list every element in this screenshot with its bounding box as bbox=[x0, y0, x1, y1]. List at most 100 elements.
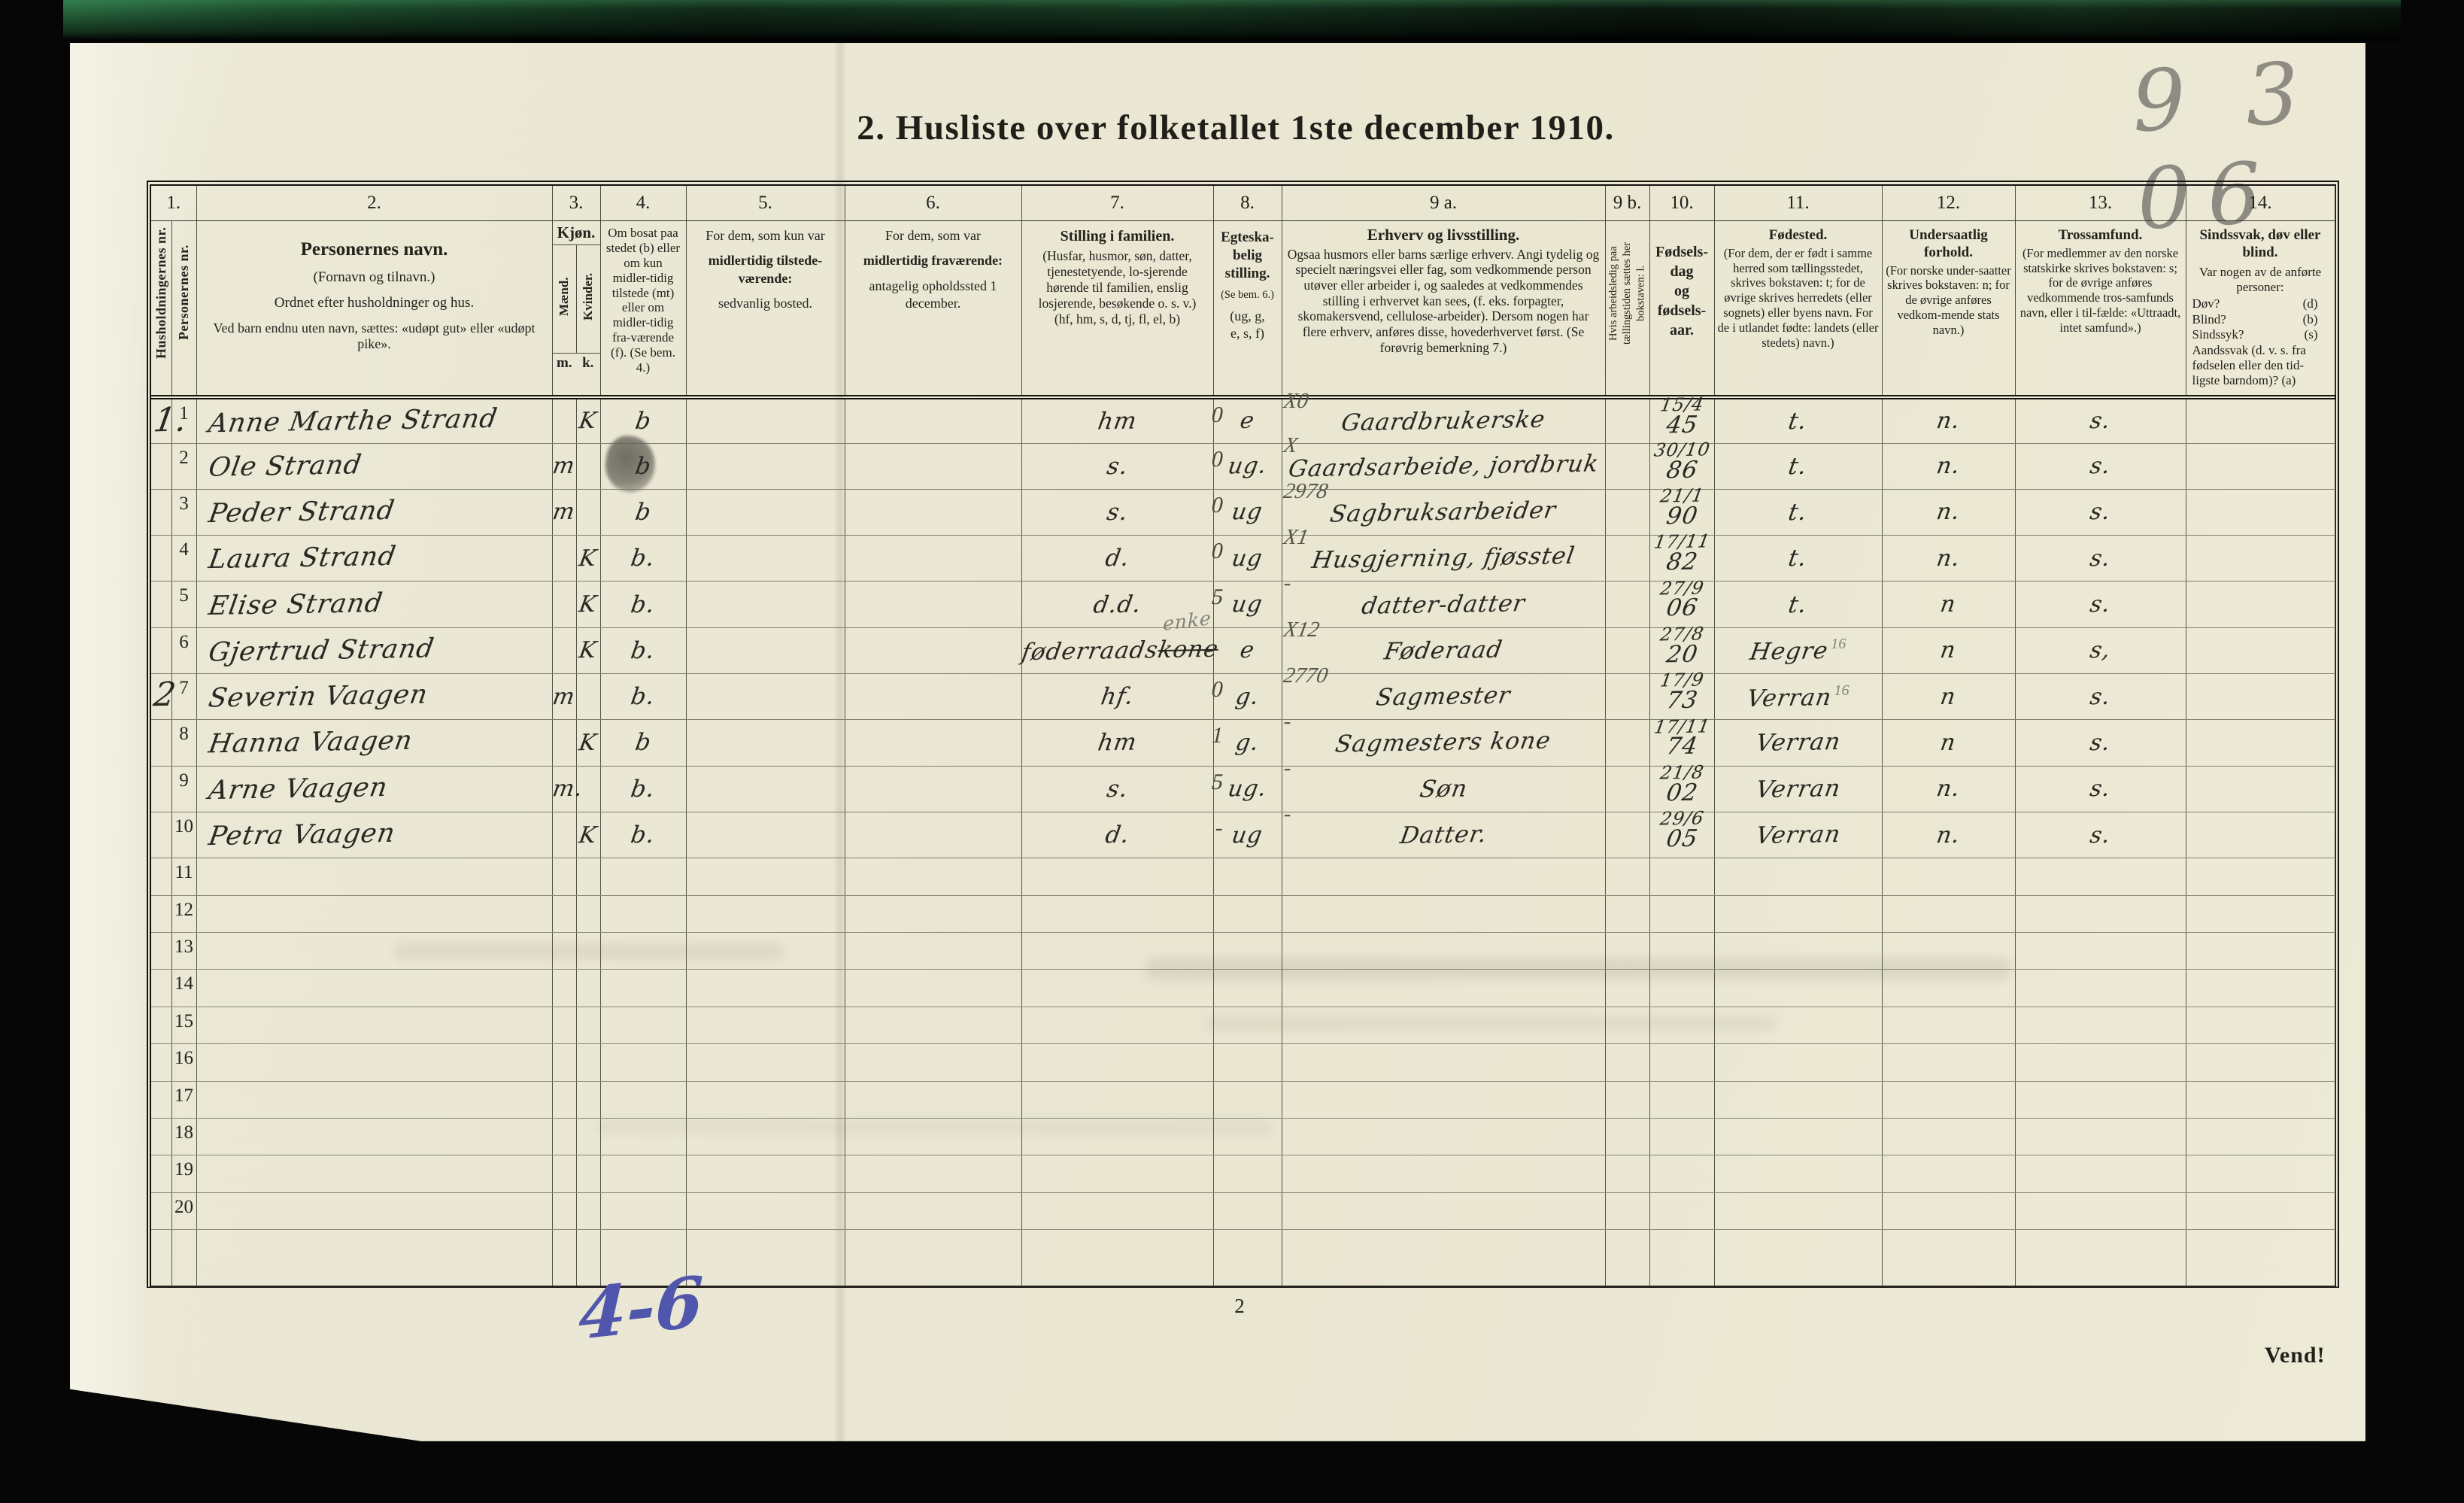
birthplace-cell bbox=[1714, 1118, 1883, 1156]
family-position-cell bbox=[1021, 1192, 1214, 1231]
unemployed-cell bbox=[1605, 1081, 1650, 1119]
temporarily-present-cell bbox=[686, 719, 845, 767]
birthplace-cell bbox=[1714, 1229, 1883, 1286]
temporarily-absent-cell bbox=[845, 1043, 1022, 1082]
religion-cell: s. bbox=[2015, 535, 2186, 582]
family-position-cell: hf. 0 bbox=[1021, 673, 1225, 721]
sex-male-cell bbox=[552, 1229, 577, 1286]
birthdate-cell: 17/11 82 bbox=[1649, 531, 1715, 582]
citizenship-cell: n. bbox=[1882, 812, 2016, 859]
religion-cell: s. bbox=[2015, 812, 2186, 859]
birthdate-cell bbox=[1649, 895, 1715, 933]
temporarily-present-cell bbox=[686, 673, 845, 721]
family-position-cell bbox=[1021, 969, 1214, 1007]
occupation-cell: 2770 Sagmester bbox=[1282, 663, 1606, 721]
temporarily-absent-cell bbox=[845, 1118, 1022, 1156]
col-number: 1. bbox=[151, 186, 197, 221]
citizenship-cell: n. bbox=[1882, 535, 2016, 582]
birthdate-cell bbox=[1649, 858, 1715, 896]
header-temporarily-absent: For dem, som var midlertidig fraværende: a… bbox=[845, 220, 1022, 399]
temporarily-present-cell bbox=[686, 932, 845, 970]
sex-male-cell bbox=[552, 1081, 577, 1119]
temporarily-absent-cell bbox=[845, 581, 1022, 628]
citizenship-cell: n. bbox=[1882, 396, 2016, 444]
temporarily-absent-cell bbox=[845, 812, 1022, 859]
temporarily-absent-cell bbox=[845, 489, 1022, 536]
household-number-cell bbox=[151, 1007, 172, 1045]
household-number-cell: 2 bbox=[151, 673, 179, 721]
citizenship-cell: n bbox=[1882, 719, 2016, 767]
sex-male-cell bbox=[552, 396, 577, 444]
residence-status-cell bbox=[600, 1081, 687, 1119]
citizenship-cell: n. bbox=[1882, 766, 2016, 812]
disabilities-cell bbox=[2186, 1081, 2335, 1119]
family-position-cell: s. 0 bbox=[1021, 489, 1225, 536]
birthplace-cell: Verran bbox=[1714, 766, 1883, 812]
temporarily-present-cell bbox=[686, 1007, 845, 1045]
column-number-row: 1. 2. 3. 4. 5. 6. 7. 8. 9 a. 9 b. 10. 11… bbox=[151, 186, 2335, 221]
person-number-cell: 5 bbox=[171, 581, 197, 628]
sex-male-cell bbox=[552, 627, 577, 675]
sex-male-cell: m. bbox=[551, 766, 584, 812]
disabilities-cell bbox=[2186, 1118, 2335, 1156]
household-number-cell bbox=[151, 1081, 172, 1119]
birthdate-cell bbox=[1649, 1043, 1715, 1082]
header-occupation: Erhverv og livsstilling. Ogsaa husmors el… bbox=[1282, 220, 1606, 399]
sex-male-cell bbox=[552, 1192, 577, 1231]
col-number: 4. bbox=[600, 186, 687, 221]
temporarily-absent-cell bbox=[845, 1007, 1022, 1045]
marital-status-cell bbox=[1213, 1192, 1282, 1231]
occupation-cell: - Datter. bbox=[1282, 802, 1606, 859]
sex-female-cell bbox=[576, 932, 601, 970]
birthdate-cell: 29/6 05 bbox=[1649, 808, 1715, 859]
residence-status-cell bbox=[600, 1155, 687, 1193]
occupation-cell: - datter-datter bbox=[1282, 571, 1606, 628]
name-cell bbox=[196, 1118, 553, 1156]
name-cell bbox=[196, 858, 553, 896]
citizenship-cell bbox=[1882, 1081, 2016, 1119]
sex-female-cell bbox=[576, 1007, 601, 1045]
table-row: 19 bbox=[151, 1155, 2335, 1193]
temporarily-absent-cell bbox=[845, 443, 1022, 490]
religion-cell: s. bbox=[2015, 766, 2186, 812]
citizenship-cell: n. bbox=[1882, 443, 2016, 490]
disabilities-cell bbox=[2186, 535, 2335, 582]
family-position-cell: s. 0 bbox=[1021, 443, 1225, 490]
col-number: 13. bbox=[2015, 186, 2186, 221]
header-marital-status: Egteska- belig stilling. (Se bem. 6.) (ug,… bbox=[1213, 220, 1282, 399]
table-row: 2 7 Severin Vaagen m b. hf. 0 g. 2770 Sagmester 17… bbox=[151, 663, 2335, 721]
name-cell: Ole Strand bbox=[196, 443, 553, 490]
temporarily-absent-cell bbox=[845, 673, 1022, 721]
marital-status-cell bbox=[1213, 858, 1282, 896]
temporarily-present-cell bbox=[686, 535, 845, 582]
sex-female-cell bbox=[576, 673, 601, 721]
sex-female-cell: K bbox=[576, 535, 601, 582]
birthplace-cell bbox=[1714, 969, 1883, 1007]
temporarily-absent-cell bbox=[845, 396, 1022, 444]
unemployed-cell bbox=[1605, 443, 1650, 490]
sex-male-cell bbox=[552, 932, 577, 970]
temporarily-absent-cell bbox=[845, 766, 1022, 812]
birthdate-cell: 21/8 02 bbox=[1649, 761, 1715, 812]
residence-status-cell bbox=[600, 895, 687, 933]
unemployed-cell bbox=[1605, 627, 1650, 675]
occupation-cell bbox=[1282, 1043, 1606, 1082]
residence-status-cell bbox=[600, 1229, 687, 1286]
household-number-cell bbox=[151, 969, 172, 1007]
col-number: 9 b. bbox=[1605, 186, 1650, 221]
disabilities-cell bbox=[2186, 766, 2335, 812]
temporarily-present-cell bbox=[686, 969, 845, 1007]
family-position-cell: hm 0 bbox=[1021, 396, 1225, 444]
birthdate-cell: 17/11 74 bbox=[1649, 715, 1715, 767]
religion-cell: s. bbox=[2015, 443, 2186, 490]
marital-status-cell bbox=[1213, 932, 1282, 970]
name-cell: Elise Strand bbox=[196, 581, 553, 628]
marital-status-cell: ug bbox=[1213, 581, 1282, 628]
birthplace-cell: t. bbox=[1714, 489, 1883, 536]
temporarily-absent-cell bbox=[845, 1229, 1022, 1286]
person-number-cell: 13 bbox=[171, 932, 197, 970]
unemployed-cell bbox=[1605, 1118, 1650, 1156]
temporarily-present-cell bbox=[686, 489, 845, 536]
residence-status-cell: b. bbox=[600, 627, 687, 675]
